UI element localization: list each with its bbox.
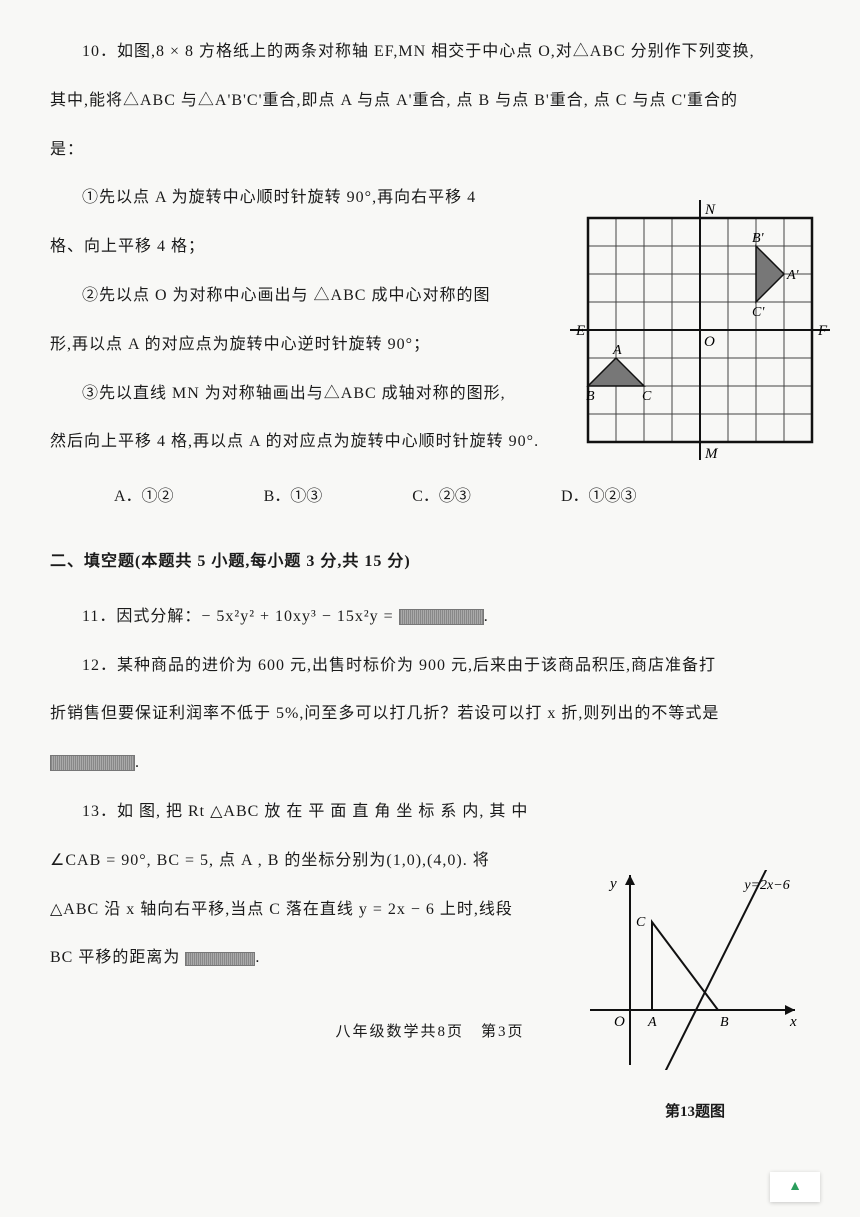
q10-t2b: 形,再以点 A 的对应点为旋转中心逆时针旋转 90°； xyxy=(50,323,520,368)
svg-text:A': A' xyxy=(786,268,800,283)
back-to-top-button[interactable]: ▲ xyxy=(770,1172,820,1202)
q13-line3: △ABC 沿 x 轴向右平移,当点 C 落在直线 y = 2x − 6 上时,线… xyxy=(50,888,550,933)
svg-text:O: O xyxy=(614,1014,625,1030)
q10-optB: B．①③ xyxy=(264,475,323,520)
svg-text:M: M xyxy=(704,446,719,462)
q11-after: . xyxy=(484,608,489,625)
svg-text:B': B' xyxy=(752,231,765,246)
q13-line1: 13．如 图, 把 Rt △ABC 放 在 平 面 直 角 坐 标 系 内, 其… xyxy=(50,790,550,835)
q10-t1b: 格、向上平移 4 格； xyxy=(50,225,520,270)
svg-text:C: C xyxy=(636,915,646,930)
svg-text:N: N xyxy=(704,202,716,218)
svg-text:x: x xyxy=(789,1014,797,1030)
q10-line2: 其中,能将△ABC 与△A'B'C'重合,即点 A 与点 A'重合, 点 B 与… xyxy=(50,79,810,124)
q10-optC: C．②③ xyxy=(412,475,471,520)
svg-text:F: F xyxy=(817,323,828,339)
q10-t1a: ①先以点 A 为旋转中心顺时针旋转 90°,再向右平移 4 xyxy=(50,176,520,221)
q13-figure: OABCyxy=2x−6 第13题图 xyxy=(585,870,805,1100)
q10-t2a: ②先以点 O 为对称中心画出与 △ABC 成中心对称的图 xyxy=(50,274,520,319)
q11-blank xyxy=(399,609,484,625)
q13-line4: BC 平移的距离为 xyxy=(50,949,180,966)
svg-text:A: A xyxy=(647,1015,657,1030)
q13-after: . xyxy=(255,949,260,966)
svg-text:A: A xyxy=(612,343,622,358)
q10-line3: 是： xyxy=(50,128,810,173)
q10-t3a: ③先以直线 MN 为对称轴画出与△ABC 成轴对称的图形, xyxy=(50,372,520,417)
svg-text:y=2x−6: y=2x−6 xyxy=(742,878,789,893)
q10-options: A．①② B．①③ C．②③ D．①②③ xyxy=(50,475,810,520)
svg-text:C': C' xyxy=(752,305,765,320)
svg-text:B: B xyxy=(720,1015,729,1030)
q11-text: 11．因式分解：− 5x²y² + 10xy³ − 15x²y = xyxy=(82,608,399,625)
q10-figure: E F N M O A B C A' B' C' xyxy=(565,195,835,465)
svg-text:O: O xyxy=(704,334,715,350)
q13-line4-wrap: BC 平移的距离为 . xyxy=(50,936,550,981)
svg-text:E: E xyxy=(575,323,585,339)
svg-text:y: y xyxy=(608,876,617,892)
q12-after: . xyxy=(135,754,140,771)
q11: 11．因式分解：− 5x²y² + 10xy³ − 15x²y = . xyxy=(50,595,810,640)
q10-line1: 10．如图,8 × 8 方格纸上的两条对称轴 EF,MN 相交于中心点 O,对△… xyxy=(50,30,810,75)
q12-blank xyxy=(50,755,135,771)
graph-svg: O A B Cy x y=2x−6 xyxy=(585,870,805,1070)
q13-line2: ∠CAB = 90°, BC = 5, 点 A , B 的坐标分别为(1,0),… xyxy=(50,839,550,884)
q12-blank-line: . xyxy=(50,741,810,786)
q10-optD: D．①②③ xyxy=(561,475,637,520)
q10-optA: A．①② xyxy=(114,475,174,520)
svg-text:C: C xyxy=(642,389,652,404)
q13-blank xyxy=(185,952,255,966)
section2-title: 二、填空题(本题共 5 小题,每小题 3 分,共 15 分) xyxy=(50,540,810,585)
grid-svg: E F N M O A B C A' B' C' xyxy=(565,195,835,465)
q12-line1: 12．某种商品的进价为 600 元,出售时标价为 900 元,后来由于该商品积压… xyxy=(50,644,810,689)
q12-line2: 折销售但要保证利润率不低于 5%,问至多可以打几折？若设可以打 x 折,则列出的… xyxy=(50,692,810,737)
q13-caption: 第13题图 xyxy=(585,1091,805,1133)
arrow-up-icon: ▲ xyxy=(788,1167,802,1206)
svg-text:B: B xyxy=(586,389,595,404)
